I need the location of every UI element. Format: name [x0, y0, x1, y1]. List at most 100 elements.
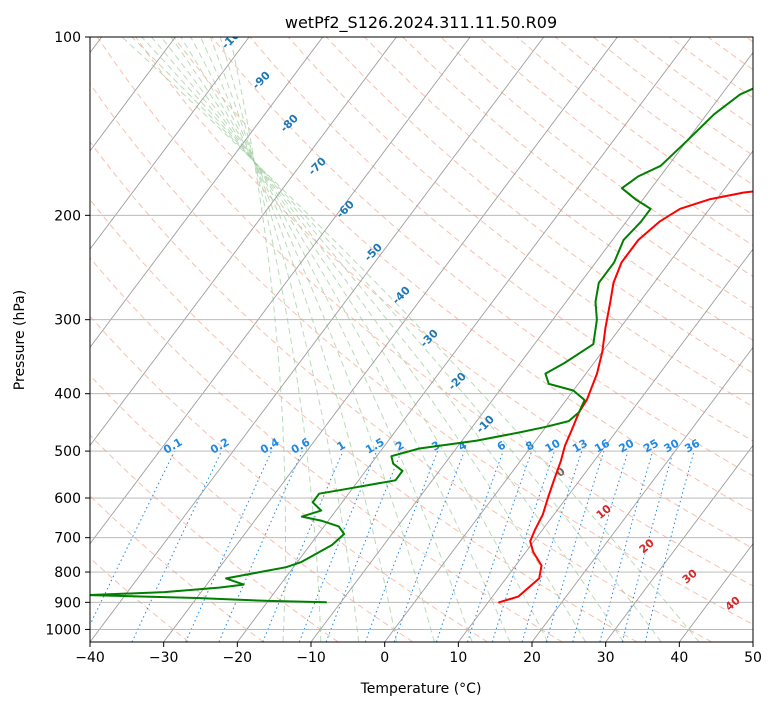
mixing-ratio-label: 10	[543, 436, 563, 455]
mixing-ratio-line	[393, 450, 465, 642]
dry-adiabat-line	[90, 315, 488, 642]
mixing-ratio-label: 0.4	[258, 435, 282, 456]
x-tick-label: 10	[449, 650, 467, 666]
y-axis-label: Pressure (hPa)	[12, 290, 28, 390]
plot-frame	[89, 36, 754, 643]
mixing-ratio-label: 13	[570, 437, 590, 456]
temperature-profile-line	[498, 190, 753, 604]
isotherm-line	[90, 37, 176, 152]
x-tick-label: −20	[223, 650, 253, 666]
x-tick-label: −30	[149, 650, 179, 666]
mixing-ratio-label: 36	[682, 436, 702, 455]
mixing-ratio-label: 0.6	[289, 435, 313, 456]
dry-adiabat-line	[90, 198, 638, 642]
moist-adiabat-line	[219, 37, 322, 642]
moist-adiabat-label: 30	[680, 566, 700, 586]
moist-adiabat-line	[131, 37, 662, 642]
mixing-ratio-label: 30	[662, 436, 682, 455]
isotherm-line	[531, 346, 753, 642]
x-tick-label: 40	[670, 650, 688, 666]
mixing-ratio-line	[521, 450, 583, 642]
isotherm-line	[310, 51, 753, 642]
mixing-ratio-line	[90, 450, 176, 626]
y-tick-label: 600	[54, 491, 81, 507]
isotherm-line	[384, 150, 753, 642]
plot-area: -100-90-80-70-60-50-40-30-20-100.1 0.2 0.4…	[90, 37, 753, 642]
dry-adiabat-line	[90, 257, 563, 642]
mixing-ratio-line	[435, 450, 504, 642]
dry-adiabat-line	[96, 37, 753, 587]
y-tick-label: 400	[54, 387, 81, 403]
dewpoint-profile-line	[90, 87, 753, 604]
moist-adiabat-line	[170, 37, 511, 642]
isotherm-line	[90, 37, 545, 642]
moist-adiabat-label: 10	[594, 502, 614, 522]
dry-adiabat-label: -10	[474, 412, 497, 435]
dry-adiabat-label: -20	[446, 369, 469, 392]
dry-adiabat-label: -50	[362, 240, 385, 263]
isotherm-line	[752, 641, 753, 642]
dry-adiabat-label: -60	[334, 197, 357, 220]
mixing-ratio-line	[218, 450, 303, 642]
dry-adiabat-line	[90, 557, 190, 642]
mixing-ratio-line	[545, 450, 605, 642]
mixing-ratio-line	[491, 450, 555, 642]
moist-adiabat-line	[229, 37, 286, 642]
x-tick-label: −40	[75, 650, 105, 666]
isotherm-line	[678, 543, 753, 642]
y-tick-label: 700	[54, 531, 81, 547]
mixing-ratio-lines	[90, 450, 695, 642]
y-tick-label: 500	[54, 444, 81, 460]
isotherm-line	[90, 37, 324, 349]
mixing-ratio-label: 0.1	[161, 436, 184, 457]
dry-adiabat-line	[478, 37, 753, 246]
moist-adiabat-line	[190, 37, 435, 642]
dry-adiabat-line	[554, 37, 753, 186]
dry-adiabat-line	[249, 37, 753, 442]
mixing-ratio-line	[467, 450, 533, 642]
isotherm-line	[90, 37, 397, 447]
y-tick-label: 900	[54, 595, 81, 611]
chart-title: wetPf2_S126.2024.311.11.50.R09	[285, 13, 557, 33]
dry-adiabat-line	[402, 37, 753, 309]
moist-adiabat-line	[151, 37, 587, 642]
mixing-ratio-label: 16	[592, 436, 612, 455]
isotherm-line	[90, 37, 250, 250]
dry-adiabat-label: -90	[250, 68, 273, 91]
x-tick-label: 50	[744, 650, 762, 666]
mixing-ratio-label: 0.2	[208, 436, 231, 457]
dry-adiabat-line	[90, 140, 712, 642]
x-tick-label: −10	[296, 650, 326, 666]
isotherm-line	[163, 37, 618, 642]
mixing-ratio-line	[325, 450, 402, 642]
dry-adiabat-line	[325, 37, 753, 374]
dry-adiabat-label: -70	[306, 154, 329, 177]
y-tick-label: 100	[54, 30, 81, 46]
dry-adiabat-label: -80	[278, 111, 301, 134]
y-tick-label: 200	[54, 208, 81, 224]
mixing-ratio-line	[364, 450, 439, 642]
dry-adiabat-line	[745, 37, 753, 43]
dry-adiabat-label: -40	[390, 283, 413, 306]
dry-adiabat-line	[90, 83, 753, 625]
moist-adiabat-label: 40	[723, 594, 743, 614]
dry-adiabat-line	[364, 37, 753, 341]
mixing-ratio-line	[298, 450, 378, 642]
moist-adiabat-line	[209, 37, 360, 642]
y-tick-label: 1000	[45, 622, 81, 638]
x-tick-label: 20	[523, 650, 541, 666]
x-tick-label: 0	[380, 650, 389, 666]
dry-adiabat-line	[173, 37, 753, 513]
moist-adiabat-line	[141, 37, 624, 642]
mixing-ratio-label: 1.5	[363, 436, 386, 457]
x-axis-label: Temperature (°C)	[360, 681, 482, 697]
mixing-ratio-label: 20	[616, 436, 636, 455]
isotherm-line	[236, 37, 692, 642]
moist-adiabat-line	[200, 37, 397, 642]
moist-adiabat-line	[121, 37, 700, 642]
y-tick-label: 800	[54, 565, 81, 581]
moist-adiabat-line	[180, 37, 473, 642]
dry-adiabat-line	[211, 37, 753, 477]
x-tick-label: 30	[597, 650, 615, 666]
